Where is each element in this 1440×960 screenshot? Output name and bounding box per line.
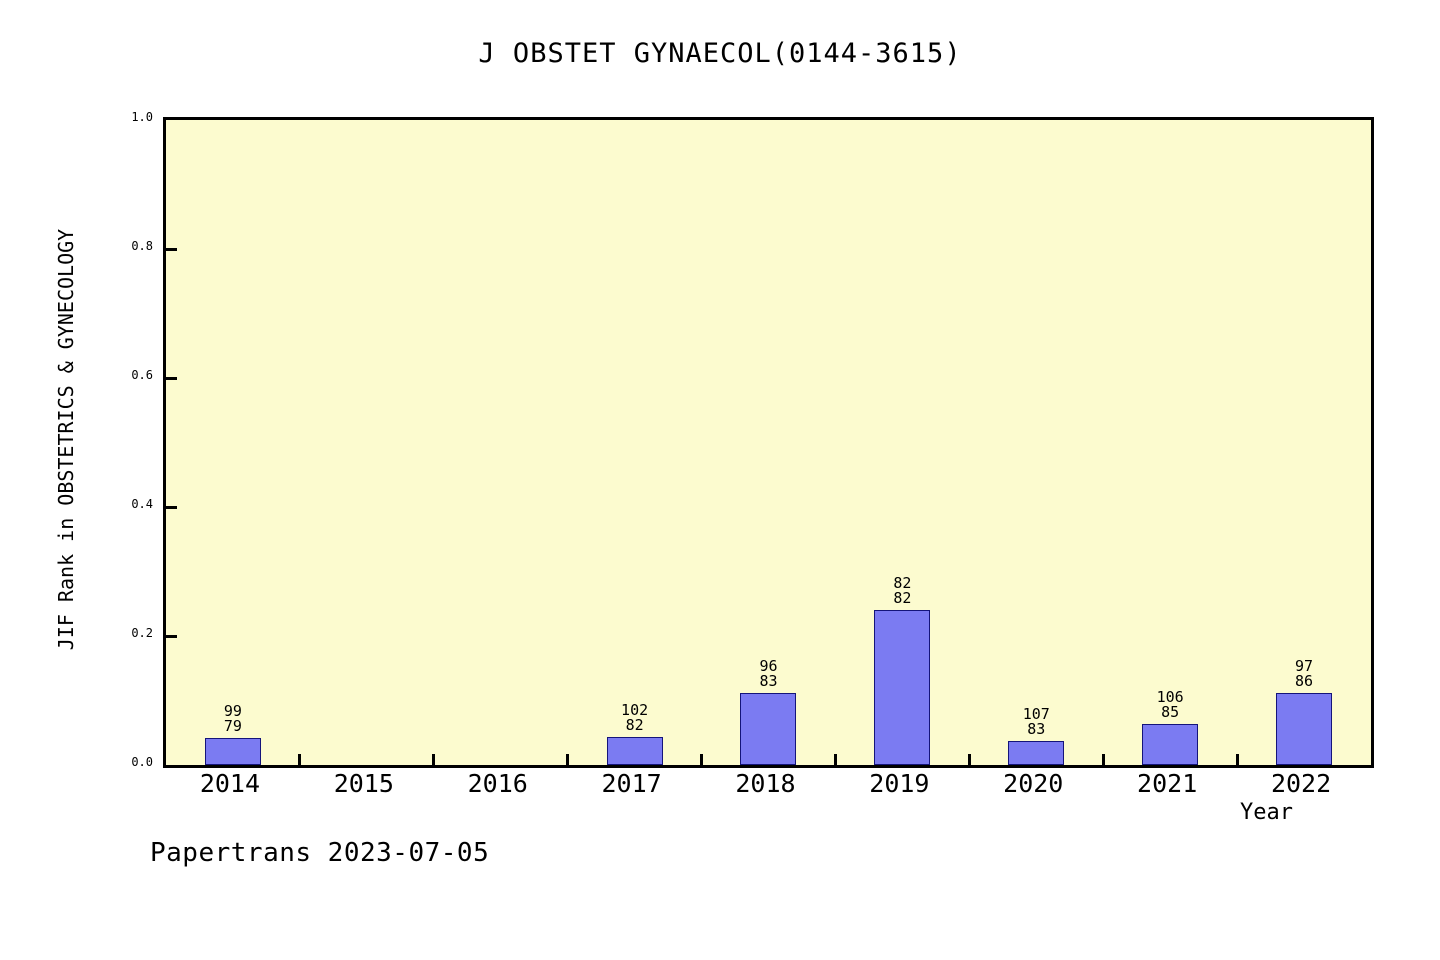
y-axis-tick-mark [166,376,177,380]
bar-value-label-bottom: 83 [759,671,778,690]
x-axis-tick-label: 2018 [735,769,796,798]
x-axis-tick-mark [967,754,971,765]
bar-group: 97 86 [1237,120,1371,765]
bar-group: 82 82 [835,120,969,765]
x-axis-tick-mark [833,754,837,765]
x-axis-tick-label: 2020 [1003,769,1064,798]
chart-title: J OBSTET GYNAECOL(0144-3615) [478,38,962,69]
bar-value-label-top: 97 [1295,656,1314,675]
bar[interactable] [204,737,261,765]
bar[interactable] [606,737,663,765]
bar-value-label-bottom: 86 [1295,671,1314,690]
y-axis-tick-mark [166,247,177,251]
x-axis-tick-mark [700,754,704,765]
bar-value-labels: 82 82 [893,576,911,606]
bar[interactable] [1008,741,1065,765]
y-axis-tick-mark [166,505,177,509]
x-axis-tick-label: 2021 [1137,769,1198,798]
y-axis-tick-mark [166,634,177,638]
bar-value-labels: 99 79 [223,701,242,735]
bar-group [300,120,434,765]
x-axis-tick-label: 2022 [1270,769,1332,798]
bar-value-label-top: 107 [1022,705,1050,724]
x-axis-label: Year [1240,800,1293,825]
bar-value-label-top: 96 [759,656,778,675]
bar-group: 99 79 [166,120,300,765]
y-axis-tick-label: 0.8 [131,239,153,253]
bar[interactable] [874,610,931,765]
bar[interactable] [1276,692,1333,765]
bar-value-labels: 96 83 [759,656,778,690]
y-axis-tick-label: 0.2 [131,626,153,640]
bar-value-labels: 107 83 [1023,707,1050,737]
y-axis-label: JIF Rank in OBSTETRICS & GYNECOLOGY [54,228,78,651]
y-axis-tick-label: 0.4 [131,497,153,511]
bar-group: 102 82 [568,120,702,765]
bar[interactable] [1142,723,1199,765]
x-axis-tick-label: 2017 [601,769,662,798]
bar-value-label-top: 102 [621,701,649,720]
bar-group: 106 85 [1103,120,1237,765]
bar-group: 96 83 [702,120,836,765]
bar-group [434,120,568,765]
plot-inner: 99 79 102 82 96 83 82 82 107 83 106 85 97 86 [166,120,1371,765]
bar-value-label-top: 99 [223,701,242,720]
plot-area: 99 79 102 82 96 83 82 82 107 83 106 85 97 86 [163,117,1374,768]
x-axis-tick-mark [1101,754,1105,765]
x-axis-tick-mark [566,754,570,765]
y-axis-tick-label: 1.0 [131,110,153,124]
bar-value-labels: 102 82 [621,703,648,733]
bar-value-label-bottom: 79 [223,716,242,735]
x-axis-tick-label: 2016 [467,769,528,798]
bar-value-label-top: 82 [893,574,912,593]
bar-value-labels: 97 86 [1295,656,1314,690]
y-axis-tick-label: 0.0 [131,755,153,769]
x-axis-tick-mark [432,754,436,765]
bar-value-label-bottom: 82 [893,589,912,608]
footer-note: Papertrans 2023-07-05 [150,838,490,868]
x-axis-tick-mark [298,754,302,765]
bar[interactable] [740,692,797,765]
x-axis-tick-mark [1235,754,1239,765]
bar-group: 107 83 [969,120,1103,765]
y-axis-tick-label: 0.6 [131,368,153,382]
bar-value-labels: 106 85 [1156,687,1184,721]
x-axis-tick-label: 2015 [333,769,394,798]
x-axis-tick-label: 2019 [869,769,930,798]
bar-value-label-top: 106 [1156,687,1184,706]
x-axis-tick-label: 2014 [199,769,261,798]
bar-value-label-bottom: 85 [1161,702,1180,721]
bar-value-label-bottom: 82 [625,716,644,735]
bar-value-label-bottom: 83 [1027,720,1046,739]
